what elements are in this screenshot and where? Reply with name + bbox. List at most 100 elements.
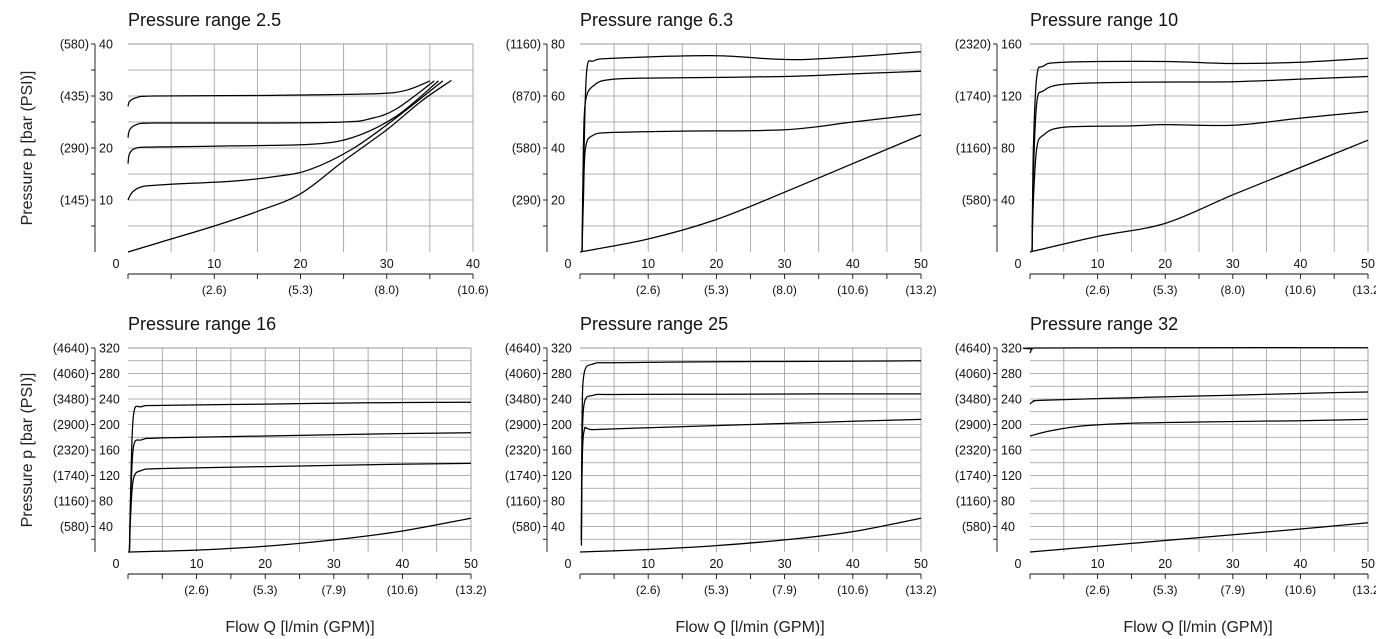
psi-tick-label: (145) [60,194,89,208]
series-line-1 [1029,139,1369,253]
psi-tick-label: (580) [60,520,89,534]
gpm-tick-label: (13.2) [1352,583,1376,597]
psi-tick-label: (1160) [54,495,89,509]
psi-tick-label: (2900) [53,418,89,432]
x-tick-label: 20 [294,257,308,271]
gpm-tick-label: (8.0) [1220,283,1245,297]
series-line-3 [580,393,922,540]
psi-tick-label: (2900) [955,418,991,432]
x-tick-label: 0 [113,257,120,271]
y-tick-label: 120 [551,469,572,483]
y-tick-label: 320 [1001,342,1022,356]
x-axis-title: Flow Q [l/min (GPM)] [1123,619,1272,636]
gpm-tick-label: (10.6) [837,583,868,597]
y-tick-label: 320 [99,342,120,356]
y-tick-label: 80 [551,38,565,52]
y-tick-label: 40 [1001,194,1015,208]
series-line-3 [1029,391,1369,405]
series-line-1 [579,517,922,553]
psi-tick-label: (3480) [505,393,541,407]
y-tick-label: 280 [551,367,572,381]
y-tick-label: 20 [551,194,565,208]
series-line-4 [580,360,922,540]
chart-title: Pressure range 16 [128,314,276,334]
psi-tick-label: (4640) [53,342,89,356]
psi-tick-label: (4640) [955,342,991,356]
psi-tick-label: (1740) [955,90,991,104]
psi-tick-label: (1740) [53,469,89,483]
series-line-1 [127,517,472,553]
gpm-tick-label: (5.3) [704,283,729,297]
x-tick-label: 10 [207,257,221,271]
series-line-2 [128,462,472,553]
psi-tick-label: (1160) [506,495,541,509]
psi-tick-label: (2320) [955,38,991,52]
gpm-tick-label: (8.0) [374,283,399,297]
series-line-2 [127,80,444,201]
x-tick-label: 20 [1158,557,1172,571]
psi-tick-label: (4060) [955,367,991,381]
chart-title: Pressure range 6.3 [580,10,733,30]
x-tick-label: 20 [709,557,723,571]
y-tick-label: 280 [99,367,120,381]
psi-tick-label: (1160) [506,38,541,52]
gpm-tick-label: (8.0) [772,283,797,297]
y-tick-label: 40 [99,520,113,534]
psi-tick-label: (2320) [53,444,89,458]
x-tick-label: 0 [565,257,572,271]
x-tick-label: 50 [464,557,478,571]
gpm-tick-label: (13.2) [455,583,486,597]
series-line-3 [581,70,922,253]
gpm-tick-label: (2.6) [1085,283,1110,297]
x-tick-label: 0 [1015,557,1022,571]
gpm-tick-label: (13.2) [1352,283,1376,297]
psi-tick-label: (580) [60,38,89,52]
x-tick-label: 10 [1091,257,1105,271]
y-tick-label: 240 [99,393,120,407]
gpm-tick-label: (10.6) [1285,583,1316,597]
series-line-1 [579,134,922,253]
y-tick-label: 240 [1001,393,1022,407]
y-tick-label: 200 [1001,418,1022,432]
psi-tick-label: (580) [512,142,541,156]
x-tick-label: 10 [641,557,655,571]
chart-title: Pressure range 32 [1030,314,1178,334]
x-tick-label: 20 [709,257,723,271]
y-tick-label: 80 [551,495,565,509]
chart-panel-6: Pressure range 324080120160200240280320(… [955,314,1376,597]
gpm-tick-label: (13.2) [905,283,936,297]
chart-panel-4: Pressure range 164080120160200240280320(… [53,314,487,597]
x-tick-label: 40 [395,557,409,571]
x-tick-label: 30 [1226,557,1240,571]
x-tick-label: 0 [113,557,120,571]
x-tick-label: 40 [466,257,480,271]
psi-tick-label: (3480) [955,393,991,407]
gpm-tick-label: (2.6) [184,583,209,597]
y-tick-label: 30 [99,90,113,104]
y-tick-label: 10 [99,194,113,208]
gpm-tick-label: (2.6) [1085,583,1110,597]
x-tick-label: 40 [846,557,860,571]
x-tick-label: 40 [1293,257,1307,271]
y-tick-label: 80 [1001,142,1015,156]
x-tick-label: 30 [778,557,792,571]
x-tick-label: 30 [327,557,341,571]
psi-tick-label: (435) [60,90,89,104]
psi-tick-label: (290) [512,194,541,208]
series-line-1 [1029,522,1369,553]
psi-tick-label: (2900) [505,418,541,432]
gpm-tick-label: (13.2) [905,583,936,597]
series-line-4 [1031,57,1369,253]
x-tick-label: 30 [380,257,394,271]
x-tick-label: 50 [1361,257,1375,271]
psi-tick-label: (580) [512,520,541,534]
series-line-1 [127,79,452,253]
y-tick-label: 80 [1001,495,1015,509]
x-tick-label: 30 [1226,257,1240,271]
chart-title: Pressure range 10 [1030,10,1178,30]
y-tick-label: 120 [99,469,120,483]
x-axis-title: Flow Q [l/min (GPM)] [225,619,374,636]
psi-tick-label: (580) [962,194,991,208]
series-line-4 [128,401,472,553]
